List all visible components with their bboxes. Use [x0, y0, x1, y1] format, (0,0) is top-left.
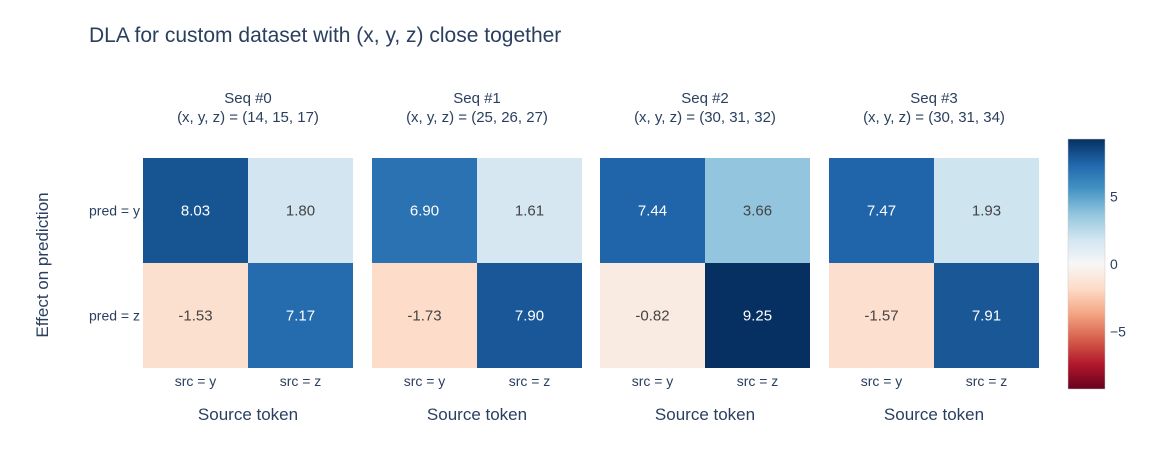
- colorbar-tick-label: 0: [1110, 256, 1118, 272]
- heatmap-cell[interactable]: [477, 263, 582, 368]
- x-tick-label: src = y: [861, 373, 903, 389]
- colorbar-tick-label: −5: [1110, 324, 1126, 340]
- y-axis-label: Effect on prediction: [33, 192, 52, 337]
- panel-subtitle: (x, y, z) = (30, 31, 34): [863, 109, 1005, 126]
- x-tick-label: src = z: [966, 373, 1008, 389]
- heatmap-cell[interactable]: [143, 263, 248, 368]
- cell-value-label: 8.03: [181, 203, 210, 220]
- panel-title: Seq #1: [453, 90, 501, 107]
- heatmap-cell[interactable]: [705, 263, 810, 368]
- heatmap-cell[interactable]: [372, 263, 477, 368]
- x-axis-label: Source token: [427, 405, 527, 424]
- cell-value-label: -0.82: [635, 308, 669, 325]
- cell-value-label: 1.80: [286, 203, 315, 220]
- x-tick-label: src = y: [175, 373, 217, 389]
- heatmap-panel-3: Seq #3 (x, y, z) = (30, 31, 34) 7.47 1.93 -1…: [829, 90, 1039, 424]
- heatmap-cell[interactable]: [705, 158, 810, 263]
- x-tick-label: src = y: [632, 373, 674, 389]
- heatmap-cell[interactable]: [248, 263, 353, 368]
- cell-value-label: 1.93: [972, 203, 1001, 220]
- cell-value-label: 7.91: [972, 308, 1001, 325]
- x-tick-label: src = z: [280, 373, 322, 389]
- heatmap-cell[interactable]: [829, 263, 934, 368]
- heatmap-cell[interactable]: [372, 158, 477, 263]
- heatmap-cell[interactable]: [600, 158, 705, 263]
- cell-value-label: 6.90: [410, 203, 439, 220]
- cell-value-label: -1.57: [864, 308, 898, 325]
- colorbar: 5 0 −5: [1067, 138, 1126, 390]
- panel-title: Seq #0: [224, 90, 272, 107]
- heatmap-cell[interactable]: [477, 158, 582, 263]
- x-tick-label: src = y: [404, 373, 446, 389]
- heatmap-cell[interactable]: [934, 158, 1039, 263]
- cell-value-label: 7.44: [638, 203, 667, 220]
- panel-title: Seq #3: [910, 90, 958, 107]
- cell-value-label: 1.61: [515, 203, 544, 220]
- cell-value-label: 9.25: [743, 308, 772, 325]
- heatmap-panel-2: Seq #2 (x, y, z) = (30, 31, 32) 7.44 3.66 -0…: [600, 90, 810, 424]
- panel-subtitle: (x, y, z) = (25, 26, 27): [406, 109, 548, 126]
- cell-value-label: -1.53: [178, 308, 212, 325]
- heatmap-cell[interactable]: [934, 263, 1039, 368]
- y-tick-label: pred = z: [89, 308, 140, 324]
- cell-value-label: 7.17: [286, 308, 315, 325]
- cell-value-label: 7.47: [867, 203, 896, 220]
- x-axis-label: Source token: [198, 405, 298, 424]
- cell-value-label: -1.73: [407, 308, 441, 325]
- x-axis-label: Source token: [884, 405, 984, 424]
- cell-value-label: 3.66: [743, 203, 772, 220]
- panel-title: Seq #2: [681, 90, 729, 107]
- heatmap-panel-0: Seq #0 (x, y, z) = (14, 15, 17) 8.03 1.80 -1…: [143, 90, 353, 424]
- heatmap-panel-1: Seq #1 (x, y, z) = (25, 26, 27) 6.90 1.61 -1…: [372, 90, 582, 424]
- panel-subtitle: (x, y, z) = (30, 31, 32): [634, 109, 776, 126]
- heatmap-cell[interactable]: [600, 263, 705, 368]
- y-tick-label: pred = y: [89, 203, 140, 219]
- x-tick-label: src = z: [509, 373, 551, 389]
- panel-subtitle: (x, y, z) = (14, 15, 17): [177, 109, 319, 126]
- cell-value-label: 7.90: [515, 308, 544, 325]
- colorbar-gradient: [1067, 138, 1106, 390]
- heatmap-cell[interactable]: [143, 158, 248, 263]
- colorbar-tick-label: 5: [1110, 188, 1118, 204]
- heatmap-cell[interactable]: [829, 158, 934, 263]
- x-axis-label: Source token: [655, 405, 755, 424]
- x-tick-label: src = z: [737, 373, 779, 389]
- chart-title: DLA for custom dataset with (x, y, z) cl…: [89, 24, 561, 47]
- heatmap-cell[interactable]: [248, 158, 353, 263]
